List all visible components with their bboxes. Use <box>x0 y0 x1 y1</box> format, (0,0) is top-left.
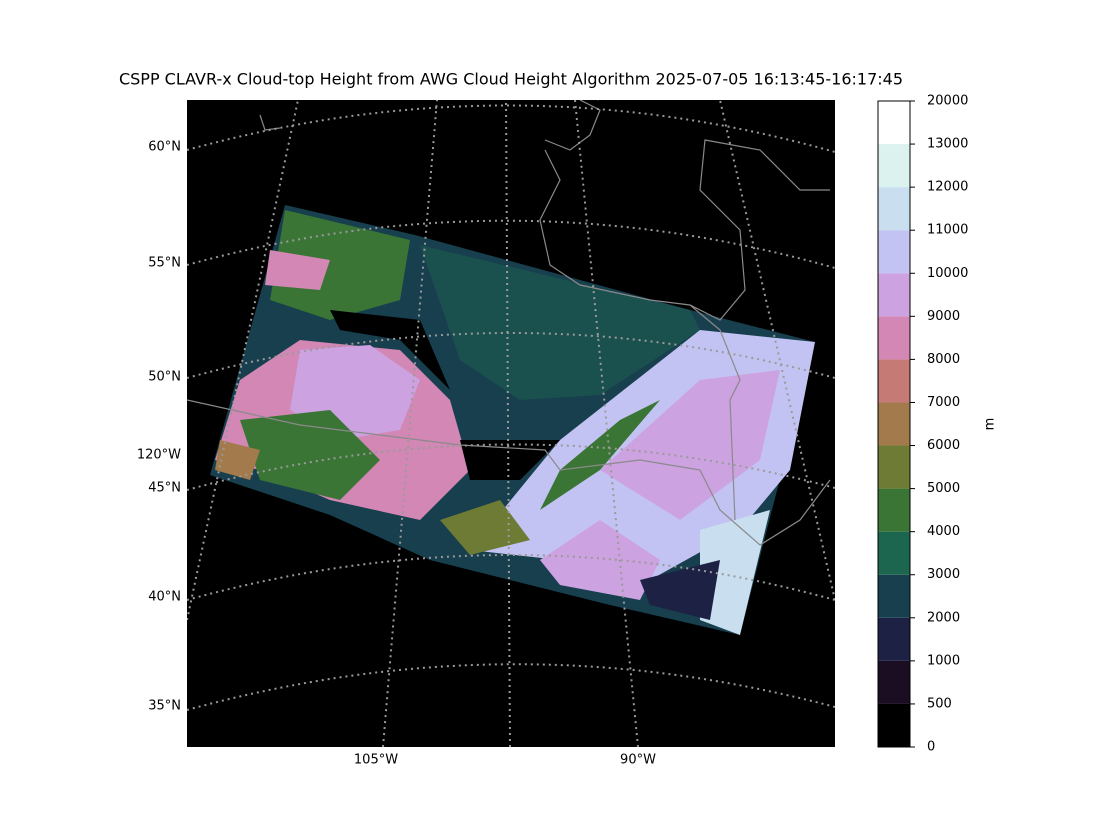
colorbar-segment <box>878 660 910 704</box>
colorbar-segment <box>878 617 910 661</box>
colorbar-segment <box>878 574 910 618</box>
colorbar-tick-label: 6000 <box>927 438 960 453</box>
colorbar-segment <box>878 187 910 231</box>
colorbar-segment <box>878 144 910 188</box>
colorbar-tick-label: 5000 <box>927 481 960 496</box>
colorbar-tick-label: 8000 <box>927 352 960 367</box>
colorbar-tick-label: 500 <box>927 696 952 711</box>
colorbar-frame <box>877 100 911 748</box>
lon-label: 105°W <box>354 753 398 768</box>
colorbar: 0 500 1000 2000 3000 4000 5000 6000 7000 8000 9000… <box>877 94 968 755</box>
colorbar-tick-label: 2000 <box>927 610 960 625</box>
lat-label: 50°N <box>148 370 181 385</box>
colorbar-segment <box>878 703 910 747</box>
colorbar-tick-label: 4000 <box>927 524 960 539</box>
colorbar-tick-label: 10000 <box>927 266 968 281</box>
colorbar-tick-label: 0 <box>927 740 935 755</box>
colorbar-segment <box>878 316 910 360</box>
colorbar-tick-label: 1000 <box>927 653 960 668</box>
graticule <box>187 100 835 747</box>
lat-label: 35°N <box>148 699 181 714</box>
colorbar-segment <box>878 273 910 317</box>
lat-label: 60°N <box>148 140 181 155</box>
colorbar-segment <box>878 230 910 274</box>
colorbar-segment <box>878 531 910 575</box>
colorbar-segment <box>878 359 910 403</box>
colorbar-segment <box>878 488 910 532</box>
cloud-imagery <box>210 205 815 635</box>
colorbar-tick-label: 11000 <box>927 223 968 238</box>
colorbar-tick-label: 9000 <box>927 309 960 324</box>
colorbar-tick-label: 12000 <box>927 180 968 195</box>
lat-label: 40°N <box>148 590 181 605</box>
colorbar-tick-label: 3000 <box>927 567 960 582</box>
colorbar-tick-label: 13000 <box>927 137 968 152</box>
colorbar-label: m <box>983 418 998 431</box>
colorbar-segment <box>878 101 910 145</box>
lon-label: 120°W <box>137 448 181 463</box>
lat-label: 45°N <box>148 481 181 496</box>
colorbar-segment <box>878 402 910 446</box>
colorbar-tick-label: 20000 <box>927 94 968 109</box>
map <box>187 100 835 747</box>
chart-title: CSPP CLAVR-x Cloud-top Height from AWG C… <box>119 70 903 89</box>
lon-label: 90°W <box>620 753 656 768</box>
coastlines <box>187 100 831 546</box>
colorbar-tick-label: 7000 <box>927 395 960 410</box>
lat-label: 55°N <box>148 256 181 271</box>
colorbar-segment <box>878 445 910 489</box>
map-labels: 60°N 55°N 50°N 45°N 40°N 35°N 120°W 105°… <box>137 140 656 768</box>
